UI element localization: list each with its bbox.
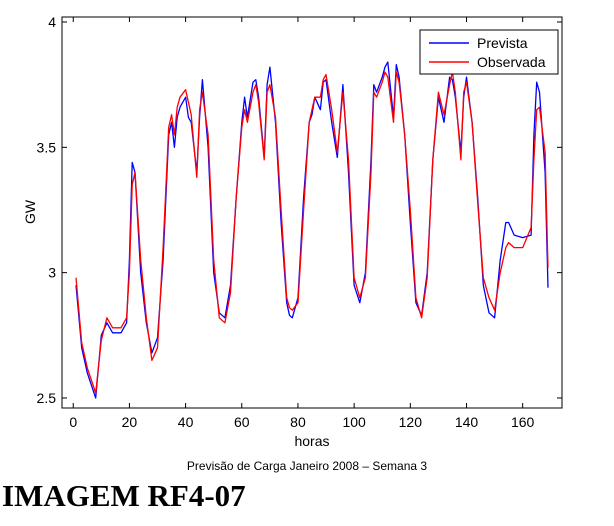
legend-label-prevista: Prevista	[477, 35, 528, 51]
axis-ticks: 0 20 40 60 80 100 120 140 160 2.5 3 3.5 4	[37, 14, 562, 430]
chart-figure: 0 20 40 60 80 100 120 140 160 2.5 3 3.5 4 GW horas P…	[22, 14, 563, 449]
x-tick-label: 160	[511, 414, 535, 430]
x-tick-label: 140	[455, 414, 479, 430]
figure-caption: Previsão de Carga Janeiro 2008 – Semana …	[186, 459, 428, 473]
x-tick-label: 100	[342, 414, 366, 430]
x-tick-label: 40	[178, 414, 194, 430]
legend-label-observada: Observada	[477, 54, 546, 70]
x-tick-label: 80	[290, 414, 306, 430]
y-tick-label: 2.5	[37, 390, 57, 406]
series-line-observada	[75, 71, 549, 394]
x-tick-label: 20	[122, 414, 138, 430]
x-tick-label: 0	[69, 414, 77, 430]
y-tick-label: 3	[48, 265, 56, 281]
y-tick-label: 4	[48, 14, 56, 30]
y-tick-label: 3.5	[37, 139, 57, 155]
y-axis-label: GW	[22, 199, 38, 224]
x-axis-label: horas	[294, 433, 329, 449]
x-tick-label: 60	[234, 414, 250, 430]
legend: Prevista Observada	[419, 29, 559, 75]
figure-heading: IMAGEM RF4-07	[2, 478, 246, 513]
x-tick-label: 120	[399, 414, 423, 430]
series-lines	[75, 61, 549, 399]
legend-box	[419, 29, 559, 75]
